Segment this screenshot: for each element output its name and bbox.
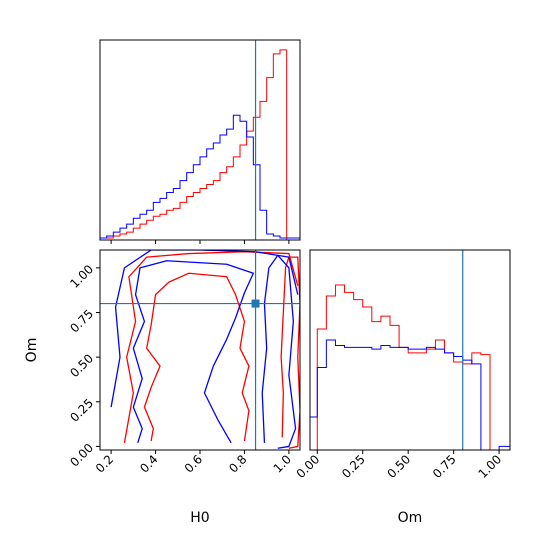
contour-xlabel: H0 (190, 510, 209, 526)
contour-ytick-label-2: 0.50 (67, 351, 96, 380)
om-hist-xtick-label-0: 0.00 (294, 452, 323, 481)
contour-ytick-label-1: 0.25 (67, 396, 96, 425)
h0-histogram-panel (99, 39, 301, 244)
contour-series-1-level-1 (132, 260, 254, 444)
om-histogram-panel: 0.00 0.25 0.50 0.75 1.00 (294, 249, 511, 481)
om-hist-series-0-step (310, 284, 510, 450)
contour-xtick-label-1: 0.4 (137, 452, 160, 475)
contour-ytick-label-3: 0.75 (67, 307, 96, 336)
contour-ylabel: Om (24, 338, 40, 363)
contour-xtick-label-3: 0.8 (226, 452, 249, 475)
om-hist-xtick-label-1: 0.25 (339, 452, 368, 481)
contour-ytick-label-0: 0.00 (67, 441, 96, 470)
contour-xtick-label-0: 0.2 (93, 452, 116, 475)
contour-series-0-level-2 (123, 251, 299, 443)
om-histogram-xlabel: Om (398, 510, 423, 526)
contour-xtick-label-2: 0.6 (182, 452, 205, 475)
contour-series-1-level-2 (110, 250, 299, 408)
contour-series-1-level-0 (261, 254, 297, 449)
contour-truth-marker (251, 299, 260, 308)
h0-om-contour-panel: 0.2 0.4 0.6 0.8 1.0 0.00 0.25 0.50 0.75 1.00 (67, 249, 301, 476)
contour-series-0-level-1 (143, 272, 250, 442)
h0-hist-frame (99, 39, 301, 241)
contour-ytick-label-4: 1.00 (67, 262, 96, 291)
om-hist-xtick-label-2: 0.50 (385, 452, 414, 481)
om-hist-series-1-step (310, 339, 510, 450)
om-hist-xtick-label-3: 0.75 (430, 452, 459, 481)
om-hist-xtick-label-4: 1.00 (475, 452, 504, 481)
om-hist-frame (309, 249, 511, 451)
h0-hist-series-1-step (100, 114, 300, 240)
contour-xtick-label-4: 1.0 (271, 452, 294, 475)
h0-hist-series-0-step (100, 49, 300, 240)
